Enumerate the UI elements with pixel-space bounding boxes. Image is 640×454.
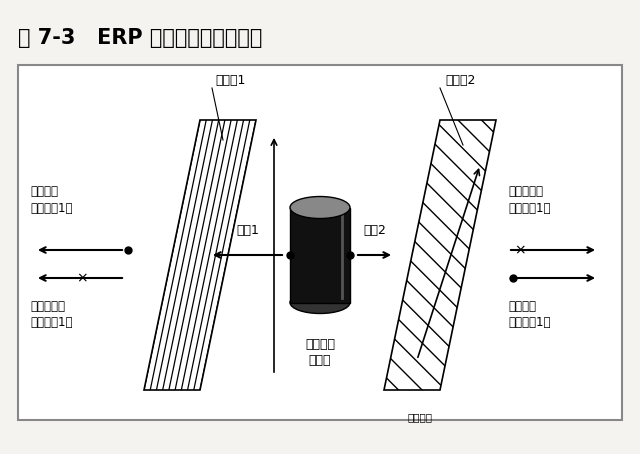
Text: 偏光板1: 偏光板1: [215, 74, 245, 87]
Text: 通過しない
（得点－1）: 通過しない （得点－1）: [30, 300, 72, 330]
Text: 光子2: 光子2: [363, 224, 386, 237]
Text: 通過する
（得点＋1）: 通過する （得点＋1）: [508, 300, 550, 330]
Ellipse shape: [290, 291, 350, 314]
Bar: [18, 65, 622, 420]
Text: 偏光板2: 偏光板2: [445, 74, 476, 87]
Text: 図 7-3   ERP 相関を示す光子ペア: 図 7-3 ERP 相関を示す光子ペア: [18, 28, 262, 48]
Polygon shape: [384, 120, 496, 390]
Polygon shape: [144, 120, 256, 390]
Polygon shape: [384, 120, 496, 390]
Bar: [290, 207, 350, 302]
Text: 軸
の
向
き: 軸 の 向 き: [290, 254, 296, 296]
Text: 通過する
（得点＋1）: 通過する （得点＋1）: [30, 185, 72, 214]
Text: 光子1: 光子1: [236, 224, 259, 237]
Ellipse shape: [290, 197, 350, 218]
Text: ×: ×: [76, 271, 88, 285]
Text: 光子ペア
発生器: 光子ペア 発生器: [305, 337, 335, 366]
Text: 軸の向き: 軸の向き: [408, 412, 433, 422]
Text: ×: ×: [514, 243, 526, 257]
Text: 通過しない
（得点－1）: 通過しない （得点－1）: [508, 185, 550, 214]
